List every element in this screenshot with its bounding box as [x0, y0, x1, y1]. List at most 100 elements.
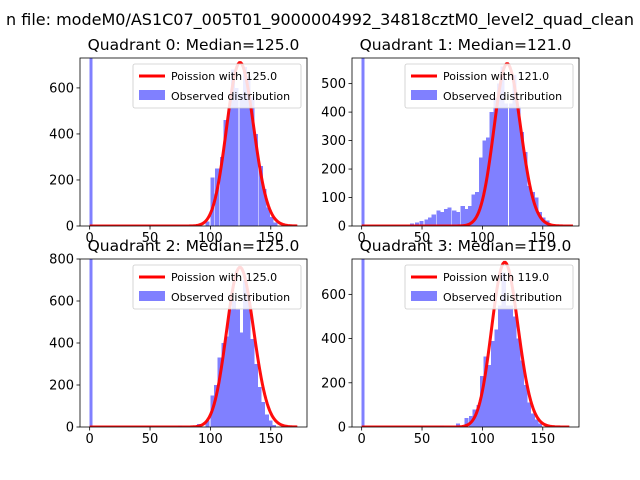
- x-tick-label: 150: [258, 432, 283, 447]
- histogram-bar: [269, 216, 274, 226]
- x-tick-label: 100: [470, 231, 495, 246]
- histogram-bar: [232, 301, 237, 427]
- histogram-bar: [262, 189, 267, 226]
- legend: Poission with 119.0 Observed distribution: [404, 264, 574, 310]
- subplot-title: Quadrant 3: Median=119.0: [360, 237, 572, 255]
- subplot-title: Quadrant 2: Median=125.0: [88, 237, 300, 255]
- legend-swatch-observed: [139, 90, 165, 100]
- legend-box: [132, 264, 302, 310]
- histogram-bar: [443, 208, 448, 226]
- histogram-bar: [436, 210, 441, 226]
- histogram-bar: [452, 210, 457, 226]
- histogram-bar: [205, 221, 210, 226]
- subplot-quadrant-1: 0 50 100 150 0 100 200 300 400 500 Quadrant 1: Med…: [321, 36, 580, 246]
- histogram-bar: [239, 94, 244, 226]
- subplot-title: Quadrant 0: Median=125.0: [88, 36, 300, 54]
- histogram-bar: [501, 272, 506, 427]
- legend-label-observed: Observed distribution: [171, 291, 290, 304]
- y-tick-label: 400: [321, 332, 346, 347]
- subplot-quadrant-0: 0 50 100 150 0 200 400 600 Quadrant 0: Median=12…: [49, 36, 308, 246]
- x-tick-label: 50: [142, 231, 159, 246]
- histogram-bar: [516, 338, 521, 427]
- histogram-bar: [476, 404, 481, 427]
- x-tick-label: 150: [258, 231, 283, 246]
- histogram-bar: [523, 151, 528, 226]
- poisson-curve: [361, 62, 573, 226]
- legend-swatch-observed: [411, 90, 437, 100]
- legend-label-poisson: Poission with 125.0: [171, 70, 277, 83]
- histogram-bar: [479, 376, 485, 427]
- histogram-bar: [268, 420, 273, 427]
- histogram-bar: [261, 401, 266, 427]
- y-tick-label: 400: [49, 127, 74, 142]
- histogram-bar: [246, 76, 251, 226]
- histogram-bar: [273, 222, 278, 226]
- y-tick-label: 600: [321, 288, 346, 303]
- histogram-bar: [534, 419, 539, 427]
- y-tick-label: 800: [49, 253, 74, 268]
- legend-label-poisson: Poission with 125.0: [171, 271, 277, 284]
- histogram-bar: [223, 120, 228, 226]
- legend-swatch-observed: [411, 291, 437, 301]
- histogram-bar: [447, 207, 452, 226]
- histogram-bar: [489, 112, 494, 226]
- histogram-bar: [483, 356, 488, 427]
- histogram-bar: [243, 67, 248, 226]
- y-tick-label: 0: [338, 220, 346, 235]
- histogram-bar: [89, 58, 93, 226]
- histogram-bar: [496, 83, 501, 226]
- histogram-bar: [512, 316, 517, 427]
- histogram-bar: [508, 305, 514, 427]
- legend-box: [404, 63, 574, 109]
- histogram-bar: [504, 103, 509, 226]
- histogram-bar: [234, 87, 239, 226]
- histogram-bar: [230, 69, 236, 226]
- legend-box: [132, 63, 302, 109]
- histogram-bar: [527, 186, 532, 226]
- x-tick-label: 150: [530, 432, 555, 447]
- y-tick-label: 0: [66, 220, 74, 235]
- histogram-bar: [516, 106, 521, 226]
- y-tick-label: 200: [321, 376, 346, 391]
- histogram-bar: [508, 103, 514, 226]
- y-tick-label: 0: [66, 421, 74, 436]
- legend-label-poisson: Poission with 121.0: [443, 70, 549, 83]
- histogram-bar: [214, 385, 219, 427]
- x-tick-label: 50: [414, 432, 431, 447]
- histogram-bar: [464, 418, 469, 427]
- histogram-bar: [258, 166, 263, 226]
- subplot-quadrant-2: 0 50 100 150 0 200 400 600 800 Quadrant 2: Median…: [49, 237, 308, 447]
- y-tick-label: 600: [49, 295, 74, 310]
- histogram-bar: [246, 301, 251, 427]
- histogram-bar: [257, 387, 262, 427]
- x-tick-label: 100: [470, 432, 495, 447]
- histogram-bar: [482, 140, 487, 226]
- y-tick-label: 0: [338, 421, 346, 436]
- histogram-bar: [205, 420, 210, 427]
- y-tick-label: 600: [49, 81, 74, 96]
- legend: Poission with 125.0 Observed distribution: [132, 264, 302, 310]
- y-tick-label: 200: [321, 163, 346, 178]
- figure-suptitle: n file: modeM0/AS1C07_005T01_9000004992_…: [6, 10, 634, 30]
- legend: Poission with 125.0 Observed distribution: [132, 63, 302, 109]
- histogram-bar: [228, 309, 233, 427]
- histogram-bar: [250, 338, 255, 427]
- histogram-bar: [264, 414, 269, 427]
- y-tick-label: 200: [49, 173, 74, 188]
- histogram-bar: [235, 309, 240, 427]
- legend-box: [404, 264, 574, 310]
- histogram-bar: [239, 332, 244, 427]
- x-tick-label: 50: [142, 432, 159, 447]
- x-tick-label: 50: [414, 231, 431, 246]
- legend-swatch-observed: [139, 291, 165, 301]
- x-tick-label: 100: [198, 231, 223, 246]
- histogram-bar: [424, 219, 429, 226]
- histogram-bar: [265, 207, 271, 226]
- histogram-bar: [271, 424, 277, 427]
- x-tick-label: 0: [358, 432, 366, 447]
- axes-frame: [79, 57, 308, 227]
- histogram-bar: [530, 413, 535, 427]
- histogram-bar: [210, 177, 215, 226]
- histogram-bar: [478, 157, 483, 226]
